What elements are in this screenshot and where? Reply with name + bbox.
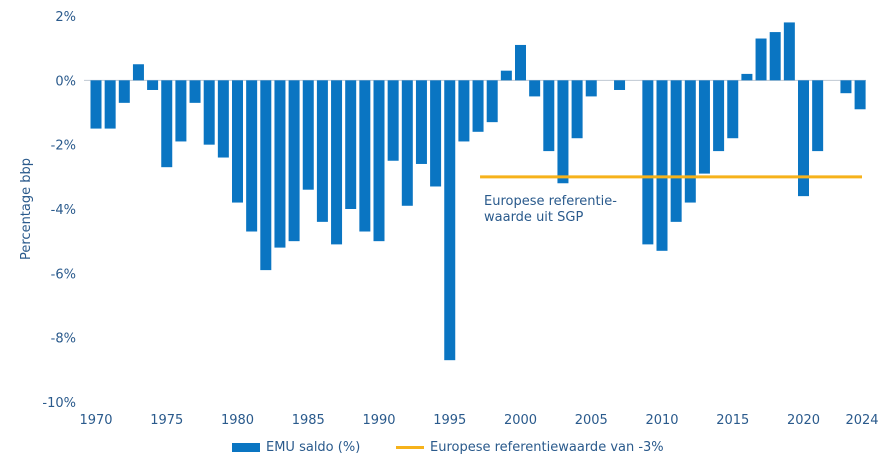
bar-2004 [571, 80, 583, 139]
bar-1983 [274, 80, 286, 248]
bar-1982 [260, 80, 272, 271]
bar-2012 [684, 80, 696, 203]
bar-1978 [203, 80, 215, 145]
bar-1997 [472, 80, 484, 132]
x-tick-label: 2020 [787, 413, 820, 428]
bar-2024 [854, 80, 866, 110]
bar-1987 [331, 80, 343, 245]
legend-item-reference: Europese referentiewaarde van -3% [396, 440, 664, 455]
bar-1991 [387, 80, 399, 161]
annotation-line: Europese referentie- [484, 194, 617, 209]
bar-1992 [401, 80, 413, 206]
bar-1980 [232, 80, 243, 203]
bar-1995 [444, 80, 456, 361]
x-tick-label: 2000 [504, 413, 537, 428]
y-tick-label: -2% [51, 139, 76, 154]
bar-2015 [727, 80, 739, 139]
y-tick-label: -10% [42, 396, 76, 411]
x-tick-label: 1980 [221, 413, 254, 428]
bar-1972 [118, 80, 130, 103]
bar-2007 [614, 80, 626, 90]
bar-1998 [486, 80, 498, 123]
bar-2005 [585, 80, 597, 97]
bar-1993 [415, 80, 427, 164]
y-tick-label: -8% [51, 332, 76, 347]
legend-label-emu-saldo: EMU saldo (%) [266, 440, 361, 455]
x-tick-label: 1995 [433, 413, 466, 428]
bar-1970 [90, 80, 102, 129]
bar-1979 [217, 80, 229, 158]
x-tick-label: 1970 [79, 413, 112, 428]
y-tick-label: 0% [55, 74, 76, 89]
bar-1999 [500, 70, 512, 81]
bar-1990 [373, 80, 385, 242]
chart: Percentage bbp 2% 0% -2% -4% -6% -8% -10% 1970… [19, 10, 879, 428]
x-tick-label: 1985 [292, 413, 325, 428]
bar-2002 [543, 80, 555, 152]
bar-2011 [670, 80, 682, 222]
x-tick-label: 2024 [845, 413, 878, 428]
bar-1994 [430, 80, 442, 187]
bars [90, 22, 866, 361]
bar-2023 [840, 80, 852, 94]
bar-2018 [769, 32, 781, 81]
y-axis-label: Percentage bbp [19, 158, 34, 260]
y-axis-title: Percentage bbp [19, 158, 34, 260]
x-axis-ticks: 1970 1975 1980 1985 1990 1995 2000 2005 2010 2015… [79, 413, 878, 428]
bar-2014 [713, 80, 725, 152]
bar-1996 [458, 80, 470, 142]
bar-2016 [741, 73, 753, 81]
bar-1976 [175, 80, 187, 142]
bar-2021 [812, 80, 824, 152]
bar-1973 [132, 64, 144, 81]
y-axis-ticks: 2% 0% -2% -4% -6% -8% -10% [42, 10, 76, 411]
bar-1977 [189, 80, 201, 103]
legend-label-reference: Europese referentiewaarde van -3% [430, 440, 664, 455]
bar-2010 [656, 80, 668, 251]
bar-1971 [104, 80, 116, 129]
x-tick-label: 1990 [362, 413, 395, 428]
bar-1989 [359, 80, 371, 232]
bar-1981 [246, 80, 258, 232]
legend-bar-swatch [232, 443, 260, 452]
annotation-line: waarde uit SGP [484, 210, 583, 225]
annotation-text: Europese referentie-waarde uit SGP [484, 194, 617, 225]
x-tick-label: 1975 [150, 413, 183, 428]
x-tick-label: 2010 [645, 413, 678, 428]
x-tick-label: 2015 [716, 413, 749, 428]
bar-1975 [161, 80, 173, 168]
y-tick-label: -6% [51, 267, 76, 282]
y-tick-label: 2% [55, 10, 76, 25]
legend-item-emu-saldo: EMU saldo (%) [232, 440, 360, 455]
y-tick-label: -4% [51, 203, 76, 218]
bar-2003 [557, 80, 569, 184]
bar-1985 [302, 80, 314, 190]
bar-2020 [798, 80, 809, 197]
bar-2017 [755, 38, 767, 81]
bar-2009 [642, 80, 654, 245]
bar-2013 [698, 80, 710, 174]
bar-2001 [529, 80, 541, 97]
bar-1986 [316, 80, 328, 222]
legend: EMU saldo (%) Europese referentiewaarde … [0, 440, 892, 462]
bar-2000 [515, 44, 526, 81]
bar-1974 [147, 80, 159, 90]
x-tick-label: 2005 [575, 413, 608, 428]
bar-1988 [345, 80, 357, 209]
bar-2019 [783, 22, 795, 81]
legend-line-swatch [396, 446, 424, 449]
bar-1984 [288, 80, 300, 242]
